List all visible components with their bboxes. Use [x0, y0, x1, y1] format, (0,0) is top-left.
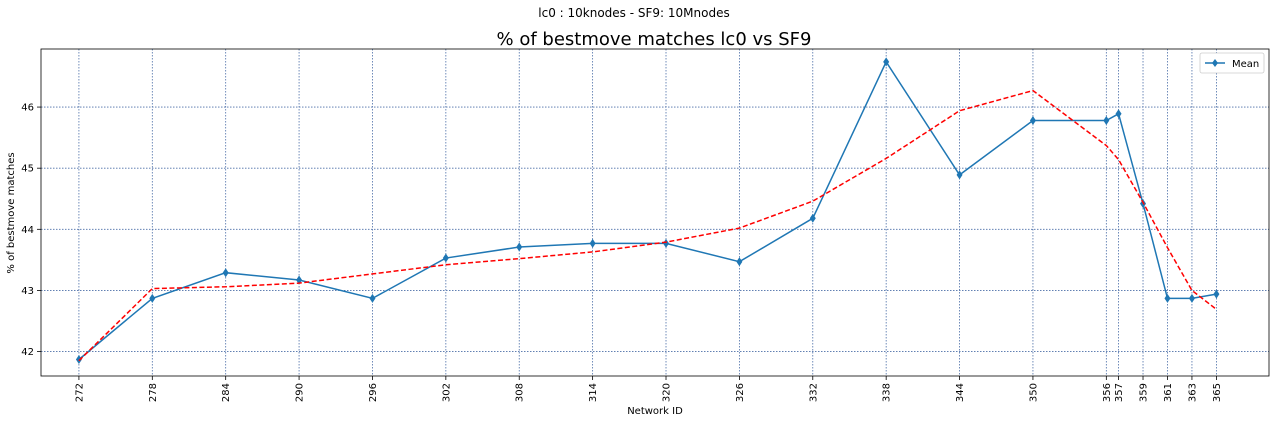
y-tick-label: 46	[21, 103, 34, 114]
legend-label-mean: Mean	[1232, 59, 1259, 70]
data-point	[442, 253, 449, 263]
x-tick-label: 320	[662, 383, 673, 402]
data-point	[1029, 116, 1036, 126]
legend-box	[1199, 52, 1265, 74]
data-point	[956, 170, 963, 180]
x-tick-label: 365	[1212, 383, 1223, 402]
y-axis: 42 43 44 45 46	[21, 103, 41, 358]
chart-suptitle: lc0 : 10knodes - SF9: 10Mnodes	[538, 6, 729, 20]
y-tick-label: 43	[21, 286, 34, 297]
x-axis-label: Network ID	[627, 406, 683, 417]
series-line-mean	[78, 60, 1217, 361]
y-tick-label: 45	[21, 164, 34, 175]
x-tick-label: 290	[295, 383, 306, 402]
data-point	[736, 257, 743, 267]
data-point	[1188, 293, 1195, 303]
data-point	[75, 354, 82, 364]
x-tick-label: 314	[588, 383, 599, 402]
x-tick-label: 338	[882, 383, 893, 402]
data-point	[663, 238, 670, 248]
data-point	[222, 268, 229, 278]
legend: Mean	[1199, 52, 1265, 74]
x-tick-label: 284	[221, 383, 232, 402]
y-tick-label: 44	[21, 225, 34, 236]
x-tick-label: 356	[1102, 383, 1113, 402]
chart-title: % of bestmove matches lc0 vs SF9	[497, 29, 812, 50]
series-layer	[75, 57, 1220, 364]
data-point	[516, 242, 523, 252]
x-tick-label: 296	[368, 383, 379, 402]
x-tick-label: 350	[1028, 383, 1039, 402]
plot-frame	[40, 48, 1270, 377]
data-point	[589, 238, 596, 248]
x-tick-label: 332	[808, 383, 819, 402]
data-point	[1115, 109, 1122, 119]
x-tick-label: 308	[515, 383, 526, 402]
x-tick-label: 272	[74, 383, 85, 402]
data-point	[1164, 293, 1171, 303]
x-tick-label: 344	[955, 383, 966, 402]
data-point	[1213, 289, 1220, 299]
y-tick-label: 42	[21, 347, 34, 358]
x-tick-label: 363	[1187, 383, 1198, 402]
x-tick-label: 357	[1114, 383, 1125, 402]
grid	[41, 49, 1269, 376]
data-point	[809, 213, 816, 223]
data-point	[149, 293, 156, 303]
series-line-trend	[78, 89, 1217, 362]
x-axis: 272 278 284 290 296 302 308 314 320 326 332 338 344 3…	[74, 376, 1223, 402]
data-point	[883, 57, 890, 67]
legend-swatch-marker	[1212, 59, 1218, 67]
x-tick-label: 302	[441, 383, 452, 402]
y-axis-label: % of bestmove matches	[6, 152, 17, 273]
data-point	[1103, 116, 1110, 126]
x-tick-label: 278	[148, 383, 159, 402]
x-tick-label: 359	[1139, 383, 1150, 402]
x-tick-label: 326	[735, 383, 746, 402]
data-point	[369, 293, 376, 303]
x-tick-label: 361	[1163, 383, 1174, 402]
